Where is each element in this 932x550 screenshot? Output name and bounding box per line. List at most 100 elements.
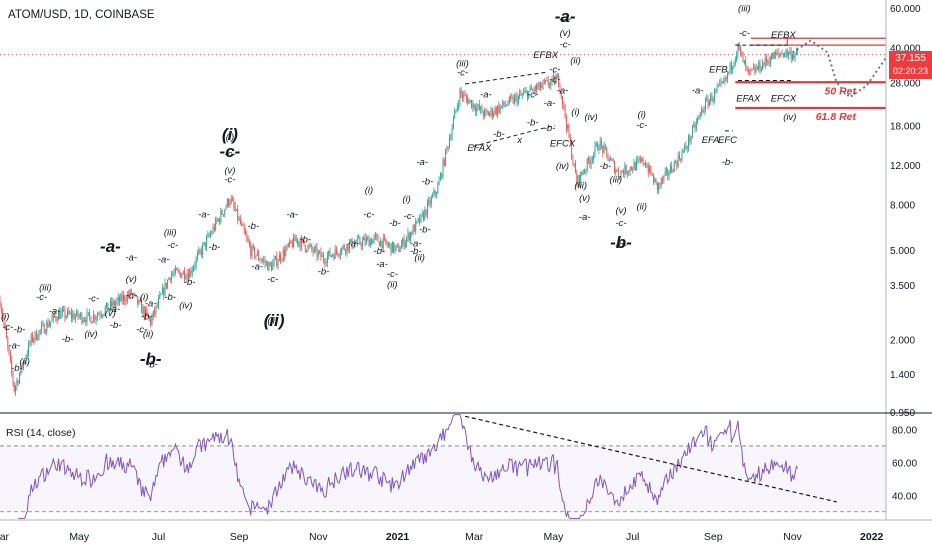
candle-body — [727, 73, 728, 79]
candle-body — [620, 170, 622, 178]
candle-body — [355, 242, 357, 244]
time-tick-label: Mar — [0, 531, 10, 543]
candle-body — [185, 277, 187, 279]
candle-body — [155, 305, 157, 314]
wave-label-major: -b- — [610, 233, 632, 252]
wave-label: (iv) — [556, 161, 569, 172]
candle-body — [750, 69, 752, 71]
wave-label: (ii) — [414, 252, 425, 263]
candle-body — [152, 310, 154, 318]
candle-body — [120, 294, 122, 302]
candle-body — [675, 161, 676, 163]
wave-label: (iv) — [179, 300, 192, 311]
time-tick-label: May — [544, 531, 565, 543]
candle-body — [746, 66, 748, 69]
candle-body — [758, 61, 760, 70]
candle-body — [7, 338, 9, 347]
candle-body — [459, 90, 461, 105]
candle-body — [588, 158, 589, 161]
candle-body — [526, 91, 528, 99]
candle-body — [595, 143, 597, 145]
candle-body — [602, 145, 604, 153]
candle-body — [182, 271, 184, 275]
candle-body — [207, 234, 209, 238]
wave-label: -a- — [125, 252, 137, 263]
candle-body — [311, 245, 313, 250]
wave-label: -a- — [416, 157, 428, 168]
candle-body — [202, 244, 204, 255]
candle-body — [591, 159, 593, 161]
candle-body — [11, 360, 13, 373]
candle-body — [345, 249, 347, 253]
rsi-line — [18, 414, 799, 519]
candle-body — [399, 249, 401, 252]
candle-body — [551, 76, 553, 82]
candle-body — [238, 218, 240, 221]
candle-body — [326, 255, 328, 263]
wave-label: -b- — [722, 157, 734, 168]
candle-body — [759, 61, 761, 71]
candle-body — [72, 314, 74, 318]
candle-body — [81, 313, 83, 323]
candle-body — [421, 213, 423, 215]
candle-body — [708, 100, 710, 107]
wave-label: (i) — [1, 312, 9, 323]
candle-body — [28, 342, 30, 355]
candle-body — [198, 249, 200, 255]
wave-label: -c- — [36, 292, 47, 303]
wave-label-major: -a- — [100, 237, 121, 256]
candle-body — [465, 95, 467, 99]
candle-body — [42, 323, 44, 326]
candle-body — [245, 231, 246, 236]
time-tick-label: Sep — [704, 531, 723, 543]
candle-body — [664, 171, 666, 176]
candle-body — [167, 279, 169, 288]
candle-body — [58, 311, 59, 321]
candle-body — [607, 153, 609, 161]
candle-body — [150, 318, 152, 325]
candle-body — [269, 262, 271, 266]
candle-body — [177, 270, 179, 271]
candle-body — [636, 159, 638, 170]
wave-label: -c- — [136, 324, 147, 335]
candle-body — [789, 51, 791, 53]
candle-body — [82, 320, 84, 323]
candle-body — [599, 140, 601, 150]
candle-body — [640, 159, 641, 162]
candle-body — [563, 104, 565, 106]
candle-body — [38, 330, 40, 339]
candle-body — [512, 97, 514, 104]
candle-body — [628, 171, 630, 173]
candle-body — [624, 165, 626, 175]
candle-body — [259, 259, 261, 261]
rsi-tick-label: 80.00 — [892, 425, 917, 436]
candle-body — [645, 163, 647, 168]
candle-body — [710, 94, 712, 101]
candle-body — [554, 76, 556, 84]
candle-body — [373, 236, 375, 240]
candle-body — [320, 251, 322, 258]
candle-body — [697, 118, 699, 123]
candle-body — [137, 296, 139, 305]
price-tick-label: 12.000 — [890, 161, 921, 172]
candle-body — [711, 94, 713, 102]
candle-body — [508, 96, 510, 104]
candle-body — [103, 313, 105, 316]
wave-label: -b- — [600, 161, 612, 172]
candle-body — [451, 128, 453, 138]
candle-body — [586, 158, 588, 170]
candle-body — [539, 82, 541, 89]
candle-body — [537, 86, 539, 90]
candle-body — [642, 158, 644, 164]
candle-body — [762, 62, 764, 70]
candle-body — [208, 234, 210, 236]
candle-body — [241, 223, 243, 225]
candle-body — [119, 297, 120, 302]
wave-label: -b- — [146, 359, 158, 370]
candle-body — [8, 346, 10, 354]
candle-body — [77, 310, 79, 317]
candle-body — [767, 61, 769, 62]
candle-body — [365, 238, 367, 244]
